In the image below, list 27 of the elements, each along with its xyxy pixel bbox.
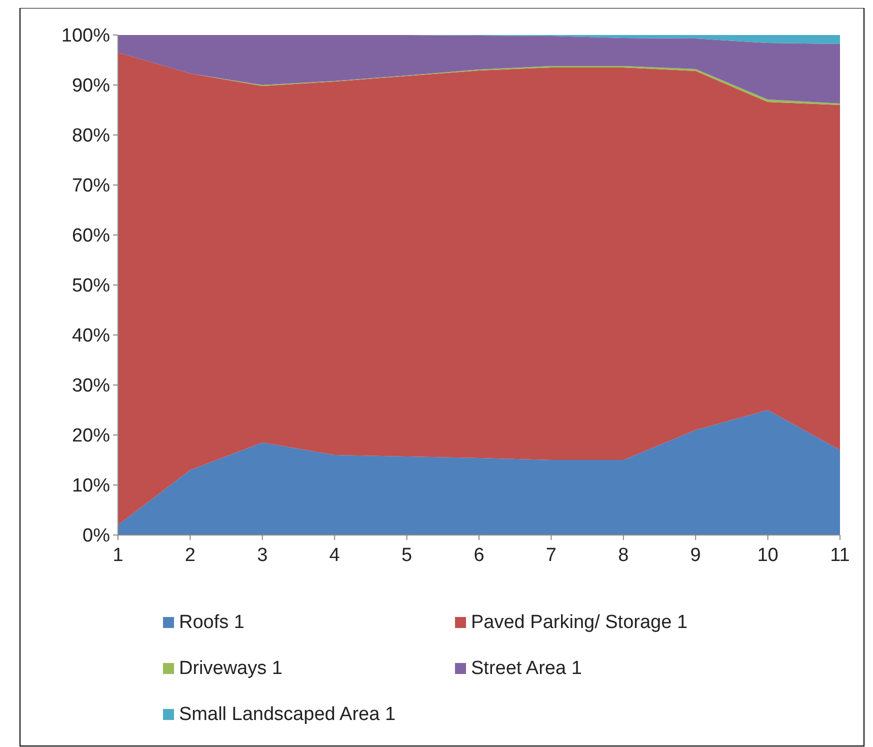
x-tick-label: 8 xyxy=(618,545,629,566)
y-tick-label: 90% xyxy=(72,76,110,97)
y-tick-label: 40% xyxy=(72,326,110,347)
x-tick-label: 10 xyxy=(757,545,778,566)
x-tick-label: 7 xyxy=(546,545,556,566)
x-tick-label: 1 xyxy=(112,545,124,566)
legend-label: Roofs 1 xyxy=(179,612,244,633)
x-tick-label: 5 xyxy=(402,545,412,566)
x-tick-label: 3 xyxy=(257,545,268,566)
legend-label: Paved Parking/ Storage 1 xyxy=(471,612,688,633)
legend-label: Street Area 1 xyxy=(471,658,582,679)
y-tick-label: 30% xyxy=(72,376,110,397)
legend-label: Driveways 1 xyxy=(179,658,282,679)
y-tick-label: 20% xyxy=(72,426,110,447)
y-tick-label: 100% xyxy=(61,26,110,47)
y-tick-label: 70% xyxy=(72,176,110,197)
legend-label: Small Landscaped Area 1 xyxy=(179,704,396,725)
y-tick-label: 80% xyxy=(72,126,110,147)
x-tick-label: 4 xyxy=(329,545,340,566)
y-tick-label: 10% xyxy=(72,476,110,497)
y-tick-label: 0% xyxy=(82,526,110,547)
x-tick-label: 2 xyxy=(184,545,196,566)
x-tick-label: 6 xyxy=(474,545,484,566)
x-tick-label: 9 xyxy=(690,545,701,566)
y-tick-label: 60% xyxy=(72,226,110,247)
x-tick-label: 11 xyxy=(830,545,850,566)
y-tick-label: 50% xyxy=(72,276,110,297)
